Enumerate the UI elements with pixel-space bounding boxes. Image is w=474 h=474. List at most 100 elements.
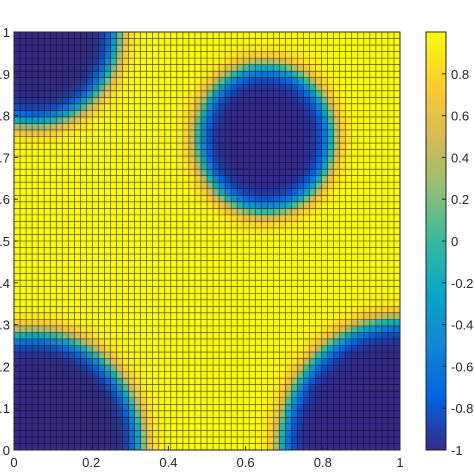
heatmap-cell [50,195,57,203]
heatmap-cell [152,404,160,412]
heatmap-cell [104,358,111,366]
heatmap-cell [393,188,401,196]
heatmap-cell [207,123,214,131]
heatmap-cell [98,123,105,131]
heatmap-cell [20,436,27,444]
heatmap-cell [26,214,33,222]
heatmap-cell [369,352,377,359]
heatmap-cell [194,195,202,203]
heatmap-cell [213,312,220,320]
heatmap-cell [50,293,57,301]
heatmap-cell [369,430,377,438]
heatmap-cell [333,384,341,392]
heatmap-cell [339,417,347,425]
heatmap-cell [170,227,178,235]
heatmap-cell [387,221,395,229]
heatmap-cell [261,404,268,412]
heatmap-cell [146,208,154,216]
heatmap-cell [279,214,286,222]
heatmap-cell [122,352,129,359]
heatmap-cell [387,325,395,333]
heatmap-cell [333,143,341,150]
heatmap-cell [261,175,268,183]
heatmap-plot [14,32,401,451]
heatmap-cell [291,430,298,438]
heatmap-cell [309,64,316,72]
heatmap-cell [303,319,310,327]
heatmap-cell [213,443,220,451]
heatmap-cell [194,404,202,412]
heatmap-cell [152,299,160,307]
heatmap-cell [255,378,262,386]
heatmap-cell [237,436,244,444]
heatmap-cell [333,299,341,307]
heatmap-cell [32,306,39,314]
heatmap-cell [339,397,347,405]
heatmap-cell [56,149,63,157]
heatmap-cell [164,45,172,52]
heatmap-cell [303,38,310,46]
heatmap-cell [297,51,304,59]
heatmap-cell [375,332,383,340]
heatmap-cell [200,267,208,275]
heatmap-cell [291,64,298,72]
heatmap-cell [333,227,341,235]
heatmap-cell [219,273,226,281]
heatmap-cell [164,293,172,301]
heatmap-cell [357,273,365,281]
heatmap-cell [62,267,69,275]
heatmap-cell [219,38,226,46]
heatmap-cell [273,299,280,307]
heatmap-cell [182,280,190,288]
heatmap-cell [267,97,274,105]
heatmap-cell [80,38,87,46]
heatmap-cell [393,325,401,333]
heatmap-cell [309,371,316,379]
heatmap-cell [297,280,304,288]
heatmap-cell [56,77,63,85]
heatmap-cell [279,280,286,288]
heatmap-cell [86,58,93,66]
heatmap-cell [110,136,117,144]
heatmap-cell [291,391,298,399]
heatmap-cell [375,156,383,163]
heatmap-cell [285,423,292,431]
heatmap-cell [200,227,208,235]
heatmap-cell [170,58,178,66]
heatmap-cell [345,84,353,92]
heatmap-cell [273,384,280,392]
heatmap-cell [110,175,117,183]
heatmap-cell [321,195,328,203]
heatmap-cell [26,90,33,98]
heatmap-cell [249,129,256,137]
heatmap-cell [188,286,196,294]
heatmap-cell [207,319,214,327]
heatmap-cell [381,391,389,399]
heatmap-cell [62,384,69,392]
heatmap-cell [225,103,232,111]
heatmap-cell [182,156,190,163]
heatmap-cell [140,51,148,59]
heatmap-cell [44,97,51,105]
heatmap-cell [128,254,135,261]
heatmap-cell [339,299,347,307]
heatmap-cell [50,175,57,183]
heatmap-cell [26,156,33,163]
heatmap-cell [26,103,33,111]
heatmap-cell [207,162,214,170]
heatmap-cell [285,430,292,438]
heatmap-cell [309,325,316,333]
heatmap-cell [38,358,45,366]
heatmap-cell [20,443,27,451]
heatmap-cell [291,254,298,261]
heatmap-cell [321,443,328,451]
heatmap-cell [122,116,129,124]
heatmap-cell [158,136,166,144]
heatmap-cell [213,247,220,255]
heatmap-cell [291,169,298,177]
heatmap-cell [68,273,75,281]
heatmap-cell [375,208,383,216]
heatmap-cell [86,195,93,203]
heatmap-cell [68,58,75,66]
heatmap-cell [44,384,51,392]
